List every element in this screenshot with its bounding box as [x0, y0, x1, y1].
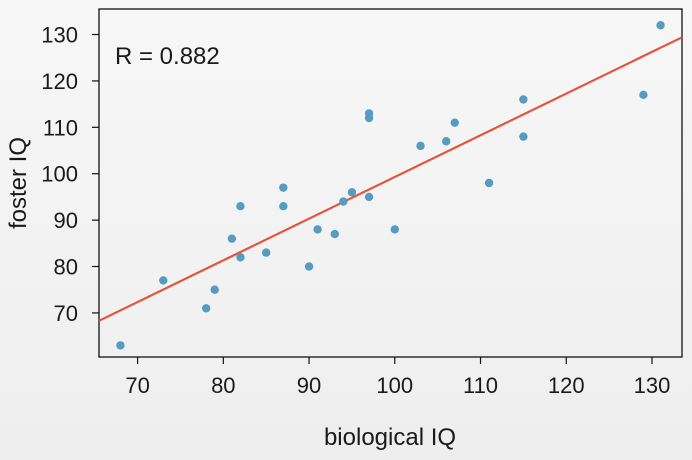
x-axis: 70 80 90 100 110 120 130 — [125, 357, 670, 398]
data-point — [236, 202, 245, 211]
data-point — [364, 192, 374, 202]
plot-frame — [98, 8, 683, 358]
x-tick-label: 80 — [211, 373, 235, 398]
x-axis-title: biological IQ — [324, 424, 456, 451]
data-point — [330, 229, 339, 239]
data-point — [416, 141, 425, 151]
data-point — [279, 183, 288, 192]
data-point — [236, 253, 245, 262]
x-tick-label: 100 — [376, 373, 413, 398]
y-tick-label: 130 — [41, 23, 78, 48]
y-tick-label: 70 — [54, 301, 78, 326]
x-tick-label: 70 — [125, 373, 149, 398]
data-point — [159, 276, 168, 285]
data-point — [339, 197, 348, 206]
x-tick-label: 120 — [548, 373, 585, 398]
data-point — [390, 225, 399, 234]
data-point — [116, 341, 125, 350]
x-tick-label: 110 — [463, 373, 498, 398]
regression-line-group — [98, 36, 683, 322]
y-tick-label: 90 — [54, 208, 78, 233]
data-point — [519, 95, 528, 104]
correlation-annotation: R = 0.882 — [115, 43, 220, 70]
y-tick-label: 80 — [54, 255, 78, 280]
data-point — [484, 178, 494, 188]
data-point — [227, 234, 237, 243]
data-point — [442, 137, 451, 146]
data-point — [347, 188, 357, 197]
data-point — [210, 285, 219, 294]
data-points — [116, 21, 665, 350]
regression-line — [98, 36, 683, 322]
data-point — [639, 90, 648, 100]
y-tick-label: 110 — [43, 115, 78, 140]
y-tick-label: 120 — [41, 69, 78, 94]
data-point — [313, 225, 322, 234]
data-point — [656, 21, 665, 30]
x-tick-label: 90 — [297, 373, 321, 398]
y-axis-title: foster IQ — [5, 137, 32, 229]
data-point — [279, 202, 288, 211]
x-tick-label: 130 — [634, 373, 671, 398]
data-point — [201, 304, 211, 313]
data-point — [364, 109, 374, 118]
y-tick-label: 100 — [41, 162, 78, 187]
y-axis: 70 80 90 100 110 120 130 — [41, 23, 99, 326]
data-point — [450, 118, 460, 127]
data-point — [304, 262, 314, 271]
data-point — [261, 248, 271, 257]
data-point — [519, 132, 528, 141]
